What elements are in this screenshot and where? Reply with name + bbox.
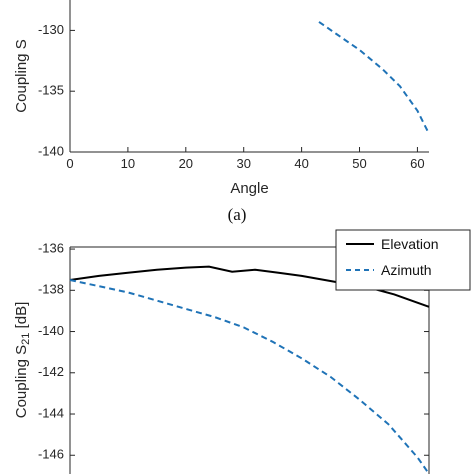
series-group-b: [69, 265, 430, 474]
series-group-a: [318, 21, 430, 135]
y-ticks-a: -130 -135 -140: [38, 22, 75, 158]
series-line-azimuth-a: [318, 21, 430, 135]
y-axis-label-b-main: Coupling S: [13, 345, 30, 418]
legend-label-azimuth: Azimuth: [381, 262, 432, 278]
legend-label-elevation: Elevation: [381, 236, 439, 252]
x-tick-label-a: 50: [352, 156, 366, 171]
y-ticks-b: -136 -138 -140 -142 -144 -146: [38, 240, 429, 462]
chart-b: -136 -138 -140 -142 -144 -146 Coupling S21 [d…: [13, 229, 471, 474]
x-axis-label-a: Angle: [230, 180, 268, 197]
y-tick-label-b: -142: [38, 364, 64, 379]
y-tick-label-a: -140: [38, 143, 64, 158]
y-axis-label-a: Coupling S: [13, 39, 30, 112]
x-tick-label-a: 40: [294, 156, 308, 171]
chart-caption-a: (a): [228, 205, 247, 224]
y-tick-label-a: -135: [38, 83, 64, 98]
x-ticks-a: 0 10 20 30 40 50 60: [66, 147, 425, 171]
x-tick-label-a: 30: [236, 156, 250, 171]
x-tick-label-a: 0: [66, 156, 73, 171]
x-tick-label-a: 10: [121, 156, 135, 171]
y-axis-label-b-unit: [dB]: [13, 302, 30, 333]
legend-box: [335, 229, 471, 291]
chart-a: -130 -135 -140 0 10 20 30 40 50 60 Angle Couplin…: [13, 0, 430, 224]
legend: Elevation Azimuth: [335, 229, 471, 291]
y-axis-label-b-sub: 21: [20, 333, 32, 345]
y-axis-label-b: Coupling S21 [dB]: [13, 302, 32, 419]
series-line-elevation: [69, 265, 430, 308]
x-tick-label-a: 60: [410, 156, 424, 171]
series-line-azimuth: [69, 279, 430, 474]
y-tick-label-a: -130: [38, 22, 64, 37]
x-tick-label-a: 20: [179, 156, 193, 171]
y-tick-label-b: -140: [38, 323, 64, 338]
y-tick-label-b: -138: [38, 282, 64, 297]
y-tick-label-b: -144: [38, 405, 64, 420]
y-tick-label-b: -146: [38, 447, 64, 462]
y-tick-label-b: -136: [38, 240, 64, 255]
